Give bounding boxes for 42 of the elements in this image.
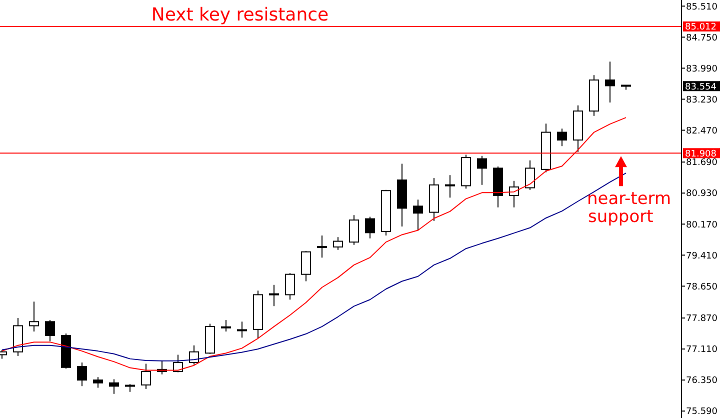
y-tick-label: 83.990: [686, 64, 718, 74]
text: 83.554: [685, 82, 717, 92]
candlestick: [349, 214, 359, 246]
candlestick: [29, 301, 39, 332]
annotation: near-term support: [587, 189, 672, 228]
candlestick: [237, 321, 247, 338]
y-tick-label: 83.230: [686, 95, 718, 106]
y-tick-label: 76.350: [686, 376, 718, 386]
candlestick: [445, 174, 455, 198]
y-tick-label: 85.510: [686, 2, 718, 12]
y-tick-label: 81.690: [686, 158, 718, 168]
candlestick: [221, 320, 231, 332]
candlestick: [45, 320, 55, 342]
candlestick: [413, 199, 423, 232]
candlestick: [301, 250, 311, 282]
y-tick-label: 75.590: [686, 407, 718, 418]
y-tick-label: 78.650: [686, 282, 718, 292]
candlestick: [141, 363, 151, 390]
y-tick-label: 77.110: [686, 345, 718, 356]
candlestick: [285, 272, 295, 300]
candlestick: [77, 362, 87, 387]
candlestick: [109, 378, 119, 394]
candlestick: [477, 155, 487, 186]
ref-line-label: 81.908: [685, 149, 717, 160]
annotation: Next key resistance: [151, 4, 329, 26]
ref-line-label: 85.012: [685, 22, 716, 33]
candlestick: [269, 284, 279, 307]
candlestick: [173, 354, 183, 373]
candlestick: [525, 160, 535, 190]
candlestick: [189, 344, 199, 366]
y-tick-label: 80.930: [686, 189, 718, 200]
candlestick: [317, 235, 327, 258]
y-tick-label: 84.750: [686, 33, 718, 44]
candlestick: [557, 128, 567, 147]
candlestick: [365, 216, 375, 239]
y-tick-label: 77.870: [686, 314, 718, 324]
candlestick: [93, 376, 103, 388]
y-tick-label: 80.170: [686, 220, 718, 230]
y-tick-label: 79.410: [686, 251, 718, 262]
candlestick: [605, 61, 615, 103]
y-tick-label: 82.470: [686, 126, 718, 136]
candlestick: [333, 236, 343, 250]
